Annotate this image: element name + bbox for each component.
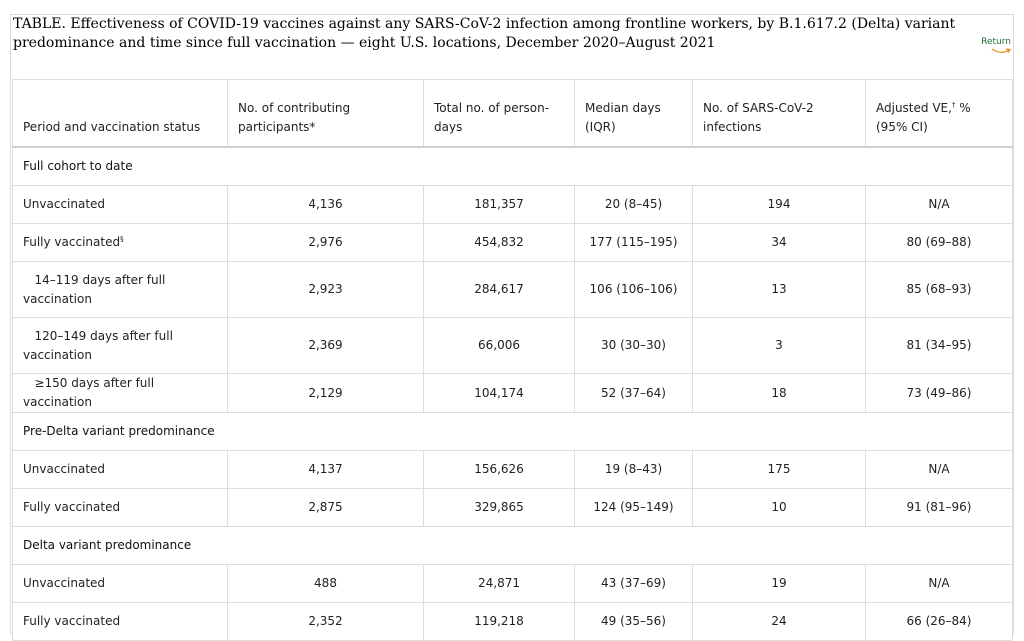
cell-person-days: 24,871 [423, 564, 575, 603]
cell-status: Fully vaccinated [12, 602, 228, 641]
header-adjusted-ve: Adjusted VE,† % (95% CI) [865, 79, 1013, 148]
cell-person-days: 329,865 [423, 488, 575, 527]
table-row: 14–119 days after full vaccination 2,923 2… [12, 261, 1013, 318]
table-wrapper: Period and vaccination status No. of con… [12, 79, 1013, 641]
cell-person-days: 156,626 [423, 450, 575, 489]
status-label: Fully vaccinated [23, 614, 121, 628]
cell-infections: 3 [692, 317, 866, 374]
cell-ve: 73 (49–86) [865, 373, 1013, 413]
cell-median: 43 (37–69) [574, 564, 693, 603]
cell-ve: 91 (81–96) [865, 488, 1013, 527]
section-row: Pre-Delta variant predominance [12, 412, 1013, 451]
cell-median: 20 (8–45) [574, 185, 693, 224]
cell-ve: 85 (68–93) [865, 261, 1013, 318]
cell-ve: N/A [865, 185, 1013, 224]
table-title: TABLE. Effectiveness of COVID-19 vaccine… [13, 16, 956, 51]
cell-median: 49 (35–56) [574, 602, 693, 641]
cell-median: 19 (8–43) [574, 450, 693, 489]
cell-participants: 2,875 [227, 488, 424, 527]
cell-infections: 194 [692, 185, 866, 224]
cell-median: 177 (115–195) [574, 223, 693, 262]
status-label: Fully vaccinated [23, 500, 121, 514]
cell-status: ≥150 days after full vaccination [12, 373, 228, 413]
cell-infections: 13 [692, 261, 866, 318]
page-frame: TABLE. Effectiveness of COVID-19 vaccine… [10, 14, 1014, 641]
cell-person-days: 181,357 [423, 185, 575, 224]
table-row: 120–149 days after full vaccination 2,369… [12, 317, 1013, 374]
cell-participants: 488 [227, 564, 424, 603]
cell-infections: 19 [692, 564, 866, 603]
cell-status: Unvaccinated [12, 450, 228, 489]
return-arrow-icon [991, 48, 1011, 53]
cell-ve: 81 (34–95) [865, 317, 1013, 374]
cell-participants: 4,137 [227, 450, 424, 489]
status-label: Unvaccinated [23, 462, 106, 476]
cell-participants: 2,352 [227, 602, 424, 641]
status-label: ≥150 days after full vaccination [23, 376, 155, 409]
section-label: Delta variant predominance [12, 526, 1013, 565]
cell-status: 14–119 days after full vaccination [12, 261, 228, 318]
section-label: Full cohort to date [12, 146, 1013, 186]
status-label: Unvaccinated [23, 197, 106, 211]
cell-ve: N/A [865, 450, 1013, 489]
status-label: Fully vaccinated [23, 235, 121, 249]
cell-median: 124 (95–149) [574, 488, 693, 527]
cell-status: Fully vaccinated§ [12, 223, 228, 262]
cell-infections: 34 [692, 223, 866, 262]
cell-person-days: 104,174 [423, 373, 575, 413]
header-period: Period and vaccination status [12, 79, 228, 148]
header-median-days: Median days (IQR) [574, 79, 693, 148]
table-body: Full cohort to date Unvaccinated 4,136 181,… [12, 146, 1013, 641]
table-row: Unvaccinated 488 24,871 43 (37–69) 19 N/A [12, 564, 1013, 603]
cell-ve: 66 (26–84) [865, 602, 1013, 641]
cell-status: Fully vaccinated [12, 488, 228, 527]
dagger-footnote-marker: † [951, 101, 956, 109]
cell-median: 106 (106–106) [574, 261, 693, 318]
cell-infections: 10 [692, 488, 866, 527]
cell-person-days: 66,006 [423, 317, 575, 374]
table-row: Fully vaccinated§ 2,976 454,832 177 (115–19… [12, 223, 1013, 262]
cell-participants: 2,976 [227, 223, 424, 262]
table-row: ≥150 days after full vaccination 2,129 104… [12, 373, 1013, 413]
header-infections: No. of SARS-CoV-2 infections [692, 79, 866, 148]
header-person-days: Total no. of person-days [423, 79, 575, 148]
section-row: Full cohort to date [12, 146, 1013, 186]
cell-participants: 4,136 [227, 185, 424, 224]
table-row: Unvaccinated 4,136 181,357 20 (8–45) 194 N/A [12, 185, 1013, 224]
section-row: Delta variant predominance [12, 526, 1013, 565]
cell-median: 30 (30–30) [574, 317, 693, 374]
cell-ve: 80 (69–88) [865, 223, 1013, 262]
cell-ve: N/A [865, 564, 1013, 603]
table-row: Fully vaccinated 2,875 329,865 124 (95–149)… [12, 488, 1013, 527]
vaccine-effectiveness-table: Period and vaccination status No. of con… [12, 79, 1013, 641]
status-label: Unvaccinated [23, 576, 106, 590]
section-label: Pre-Delta variant predominance [12, 412, 1013, 451]
status-label: 14–119 days after full vaccination [23, 272, 166, 306]
return-link[interactable]: Return [981, 37, 1011, 55]
table-row: Unvaccinated 4,137 156,626 19 (8–43) 175 N/A [12, 450, 1013, 489]
cell-status: Unvaccinated [12, 185, 228, 224]
cell-status: 120–149 days after full vaccination [12, 317, 228, 374]
cell-participants: 2,129 [227, 373, 424, 413]
cell-participants: 2,369 [227, 317, 424, 374]
cell-infections: 24 [692, 602, 866, 641]
cell-person-days: 284,617 [423, 261, 575, 318]
cell-person-days: 454,832 [423, 223, 575, 262]
cell-infections: 18 [692, 373, 866, 413]
footnote-marker: § [120, 235, 124, 243]
table-row: Fully vaccinated 2,352 119,218 49 (35–56) 24… [12, 602, 1013, 641]
cell-median: 52 (37–64) [574, 373, 693, 413]
return-label: Return [981, 37, 1011, 47]
status-label: 120–149 days after full vaccination [23, 328, 173, 362]
header-participants: No. of contributing participants* [227, 79, 424, 148]
cell-person-days: 119,218 [423, 602, 575, 641]
cell-infections: 175 [692, 450, 866, 489]
cell-status: Unvaccinated [12, 564, 228, 603]
cell-participants: 2,923 [227, 261, 424, 318]
header-row: Period and vaccination status No. of con… [12, 79, 1013, 148]
